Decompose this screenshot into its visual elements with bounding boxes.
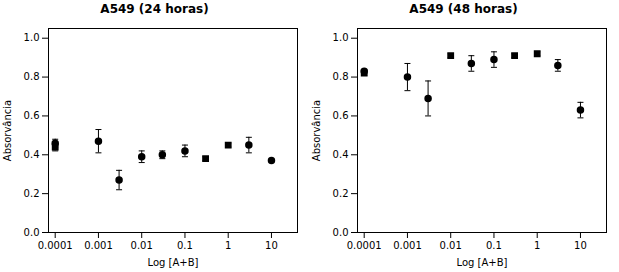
svg-text:0.0001: 0.0001: [347, 240, 382, 251]
svg-text:0.0: 0.0: [333, 227, 349, 238]
svg-text:0.1: 0.1: [177, 240, 193, 251]
svg-text:0.01: 0.01: [440, 240, 462, 251]
svg-text:1: 1: [225, 240, 231, 251]
svg-text:10: 10: [265, 240, 278, 251]
svg-text:Absorvância: Absorvância: [311, 100, 322, 161]
svg-text:0.001: 0.001: [393, 240, 422, 251]
svg-text:0.8: 0.8: [333, 71, 349, 82]
svg-text:10: 10: [574, 240, 587, 251]
svg-text:0.0001: 0.0001: [38, 240, 73, 251]
svg-text:0.6: 0.6: [24, 110, 40, 121]
svg-text:Log [A+B]: Log [A+B]: [148, 257, 199, 268]
svg-text:Absorvância: Absorvância: [2, 100, 13, 161]
svg-text:0.001: 0.001: [84, 240, 113, 251]
svg-text:1: 1: [534, 240, 540, 251]
svg-text:0.2: 0.2: [333, 188, 349, 199]
svg-text:0.01: 0.01: [131, 240, 153, 251]
svg-text:0.1: 0.1: [486, 240, 502, 251]
svg-text:0.2: 0.2: [24, 188, 40, 199]
svg-text:1.0: 1.0: [333, 32, 349, 43]
svg-text:0.0: 0.0: [24, 227, 40, 238]
svg-text:Log [A+B]: Log [A+B]: [457, 257, 508, 268]
html-text:A549 (48 horas): A549 (48 horas): [409, 2, 518, 16]
svg-text:0.8: 0.8: [24, 71, 40, 82]
svg-text:0.6: 0.6: [333, 110, 349, 121]
svg-text:1.0: 1.0: [24, 32, 40, 43]
html-text:A549 (24 horas): A549 (24 horas): [100, 2, 209, 16]
svg-text:0.4: 0.4: [24, 149, 40, 160]
svg-text:0.4: 0.4: [333, 149, 349, 160]
